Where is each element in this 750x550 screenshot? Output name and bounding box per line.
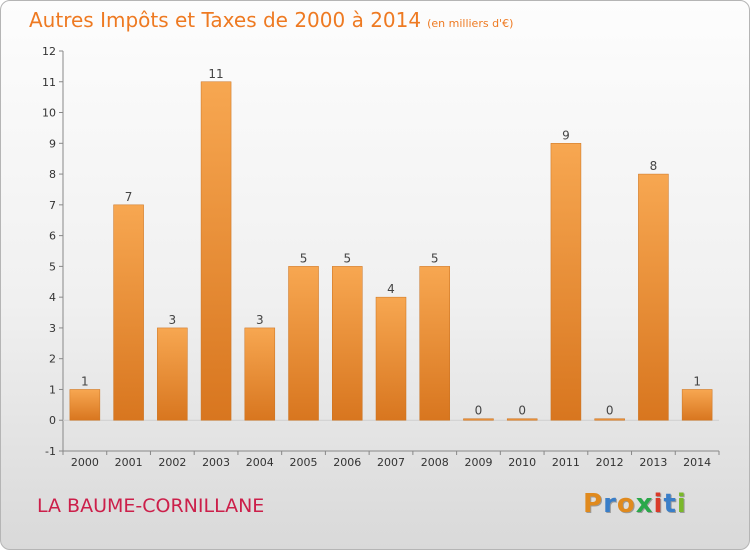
value-label-2006: 5 [343,251,351,265]
logo-letter: t [663,489,677,519]
value-label-2003: 11 [208,67,223,81]
y-tick-label: 10 [42,107,56,120]
y-tick-label: 3 [49,322,56,335]
bar-2012 [594,418,625,421]
y-tick-label: 4 [49,291,56,304]
bar-2011 [550,143,582,421]
value-label-2002: 3 [169,313,177,327]
bar-2013 [638,173,669,421]
value-label-2011: 9 [562,128,570,142]
value-label-2007: 4 [387,282,395,296]
x-tick-label: 2003 [202,456,230,469]
logo-letter: P [583,489,604,519]
bar-2010 [506,418,538,421]
y-tick-label: 0 [49,414,56,427]
x-tick-label: 2000 [71,456,99,469]
x-tick-label: 2001 [115,456,143,469]
proxiti-logo[interactable]: Proxiti [583,489,687,519]
y-tick-label: 5 [49,260,56,273]
value-label-2012: 0 [606,404,614,418]
bar-2002 [157,327,188,421]
y-tick-label: 9 [49,137,56,150]
logo-letter: x [635,489,654,519]
logo-letter: r [603,489,617,519]
chart-title-text: Autres Impôts et Taxes de 2000 à 2014 [29,8,422,32]
y-tick-label: 6 [49,230,56,243]
x-tick-label: 2008 [421,456,449,469]
y-tick-label: 1 [49,383,56,396]
bar-2008 [419,266,450,421]
bar-2005 [288,266,319,421]
value-label-2010: 0 [518,404,526,418]
bar-2006 [332,266,363,421]
x-tick-label: 2006 [333,456,361,469]
value-label-2000: 1 [81,374,89,388]
value-label-2005: 5 [300,251,308,265]
chart-title: Autres Impôts et Taxes de 2000 à 2014 (en… [29,8,513,32]
logo-letter: o [616,489,636,519]
bar-2003 [200,81,232,421]
x-tick-label: 2009 [464,456,492,469]
logo-letter: i [653,489,664,519]
chart-unit: (en milliers d'€) [427,17,514,30]
value-labels: 1 7 3 11 3 5 5 4 5 0 0 9 0 8 1 [81,67,701,418]
value-label-2001: 7 [125,190,133,204]
value-label-2014: 1 [693,374,701,388]
logo-letter: i [676,489,687,519]
y-tick-label: 11 [42,76,56,89]
y-tick-label: -1 [45,445,56,458]
bar-2009 [463,418,494,421]
x-tick-label: 2012 [596,456,624,469]
x-tick-label: 2014 [683,456,711,469]
bar-2004 [244,327,276,421]
x-tick-label: 2007 [377,456,405,469]
bar-2000 [69,389,101,421]
x-tick-label: 2004 [246,456,274,469]
y-tick-label: 8 [49,168,56,181]
bar-2001 [113,204,144,421]
bars [69,81,713,421]
bar-2007 [375,296,407,421]
x-tick-label: 2013 [639,456,667,469]
value-label-2009: 0 [475,404,483,418]
value-label-2008: 5 [431,251,439,265]
y-tick-label: 7 [49,199,56,212]
value-label-2013: 8 [650,159,658,173]
x-tick-label: 2005 [290,456,318,469]
place-name: LA BAUME-CORNILLANE [37,495,265,517]
x-tick-label: 2011 [552,456,580,469]
y-tick-label: 12 [42,45,56,58]
bar-2014 [681,389,713,421]
y-tick-label: 2 [49,353,56,366]
x-tick-label: 2002 [158,456,186,469]
value-label-2004: 3 [256,313,264,327]
x-tick-label: 2010 [508,456,536,469]
